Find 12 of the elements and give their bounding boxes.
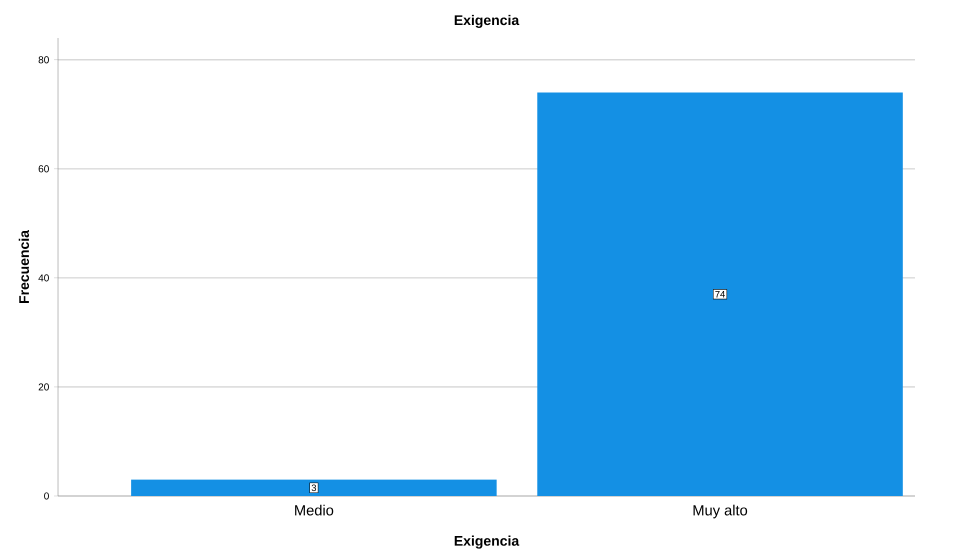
- chart-title: Exigencia: [454, 14, 520, 28]
- x-tick-label: Muy alto: [694, 504, 748, 518]
- y-tick-label: 0: [44, 492, 49, 500]
- x-tick-label: Medio: [295, 504, 334, 516]
- data-label: 74: [715, 291, 725, 298]
- y-tick-label: 60: [38, 165, 49, 172]
- y-tick-label: 80: [38, 56, 49, 64]
- data-label: 3: [312, 484, 316, 492]
- y-tick-label: 20: [38, 383, 49, 390]
- x-axis-title: Exigencia: [454, 536, 520, 549]
- y-tick-label: 40: [38, 274, 49, 282]
- y-axis-title: Frecuencia: [18, 230, 30, 304]
